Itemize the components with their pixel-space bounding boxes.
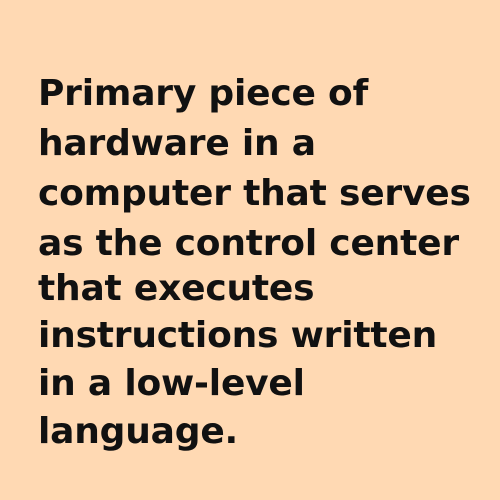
definition-line: Primary piece of <box>38 73 369 114</box>
definition-line: instructions written <box>38 315 438 356</box>
definition-line: as the control center <box>38 223 459 264</box>
definition-line: that executes <box>38 268 315 309</box>
definition-line: in a low-level <box>38 363 305 404</box>
definition-line: language. <box>38 411 239 452</box>
definition-line: hardware in a <box>38 123 316 164</box>
definition-line: computer that serves <box>38 173 471 214</box>
